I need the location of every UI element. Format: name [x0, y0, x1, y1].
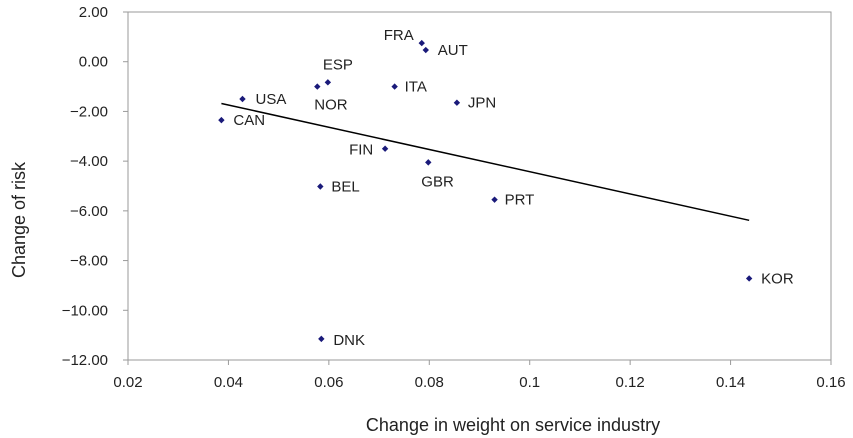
point-label-gbr: GBR	[421, 173, 454, 190]
data-point-nor	[314, 83, 321, 90]
y-tick-label: 0.00	[79, 54, 108, 71]
point-label-can: CAN	[233, 112, 265, 129]
point-label-esp: ESP	[323, 56, 353, 73]
y-tick-label: −2.00	[70, 103, 108, 120]
data-point-fra	[418, 39, 425, 47]
point-label-aut: AUT	[438, 42, 468, 59]
y-tick-label: −12.00	[62, 352, 108, 369]
x-tick-label: 0.08	[415, 374, 444, 391]
point-label-kor: KOR	[761, 270, 794, 287]
y-tick-label: −6.00	[70, 203, 108, 220]
x-tick-label: 0.02	[113, 374, 142, 391]
data-point-aut	[422, 46, 429, 54]
point-label-fra: FRA	[384, 27, 414, 44]
y-tick-label: −8.00	[70, 253, 108, 270]
axis-ticks: 0.02 0.04 0.06 0.08 0.1 0.12 0.14 0.16 2.00 0.00 −…	[62, 4, 846, 391]
data-point-ita	[391, 83, 398, 90]
data-point-prt	[491, 196, 498, 203]
x-tick-label: 0.12	[616, 374, 645, 391]
x-tick-label: 0.16	[816, 374, 845, 391]
point-label-ita: ITA	[405, 79, 427, 96]
point-label-dnk: DNK	[333, 332, 365, 349]
point-label-fin: FIN	[349, 142, 373, 159]
y-tick-label: −10.00	[62, 302, 108, 319]
trendline-group	[221, 102, 750, 222]
data-point-fin	[381, 145, 389, 152]
data-point-dnk	[318, 335, 325, 343]
data-point-bel	[317, 183, 324, 190]
point-label-nor: NOR	[314, 97, 348, 114]
point-label-usa: USA	[255, 91, 286, 108]
plot-area	[127, 11, 832, 361]
data-point-can	[218, 116, 225, 124]
x-tick-label: 0.04	[214, 374, 243, 391]
x-tick-label: 0.1	[519, 374, 540, 391]
x-tick-label: 0.14	[716, 374, 745, 391]
point-label-jpn: JPN	[468, 95, 496, 112]
trendline	[221, 102, 750, 222]
data-point-esp	[324, 79, 332, 86]
data-point-kor	[745, 275, 753, 282]
data-point-gbr	[425, 159, 432, 166]
y-axis-title: Change of risk	[9, 161, 29, 278]
point-label-bel: BEL	[331, 178, 359, 195]
point-label-prt: PRT	[505, 192, 535, 209]
data-points: FRA AUT ESP NOR ITA USA JPN CAN FIN GBR BEL PRT KOR D…	[218, 27, 794, 349]
data-point-jpn	[453, 99, 461, 106]
x-tick-label: 0.06	[314, 374, 343, 391]
y-tick-label: 2.00	[79, 4, 108, 21]
data-point-usa	[239, 95, 246, 103]
y-tick-label: −4.00	[70, 153, 108, 170]
x-axis-title: Change in weight on service industry	[366, 415, 660, 435]
